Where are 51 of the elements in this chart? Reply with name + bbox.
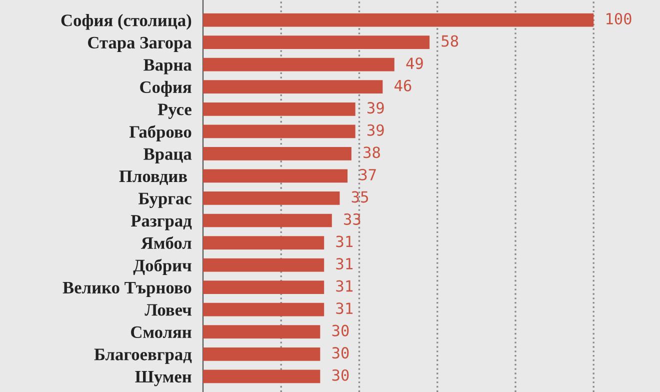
data-label: 31 — [336, 302, 353, 314]
bar — [203, 192, 340, 205]
data-label: 58 — [442, 35, 458, 47]
bar — [203, 280, 324, 294]
bar — [203, 347, 320, 361]
y-tick-label: Габрово — [129, 125, 192, 142]
bar — [203, 236, 324, 250]
data-label: 35 — [352, 191, 368, 203]
data-label: 30 — [332, 324, 349, 336]
bar — [203, 36, 430, 49]
y-tick-label: Ямбол — [140, 236, 192, 249]
bar — [203, 302, 324, 316]
y-tick-label: Шумен — [135, 371, 192, 386]
bar — [203, 102, 356, 116]
data-label: 49 — [406, 58, 423, 70]
data-label: 30 — [332, 369, 349, 381]
y-tick-label: Враца — [144, 148, 192, 164]
data-label: 46 — [394, 80, 412, 92]
bar — [203, 370, 320, 384]
bar — [203, 214, 332, 228]
y-tick-label: Смолян — [131, 326, 192, 338]
y-tick-label: Велико Търново — [62, 282, 192, 298]
y-tick-label: Бургас — [138, 192, 192, 208]
bar — [203, 13, 594, 27]
bar — [203, 169, 348, 183]
bar — [203, 325, 320, 339]
bar — [203, 58, 394, 72]
y-tick-label: Стара Загора — [88, 36, 192, 52]
data-label: 33 — [344, 213, 360, 225]
y-tick-label: Ловеч — [144, 304, 192, 316]
data-label: 39 — [367, 102, 384, 114]
y-tick-label: Благоевград — [94, 348, 192, 364]
data-label: 100 — [606, 12, 632, 25]
bar — [203, 124, 356, 138]
y-tick-label: Русе — [158, 104, 192, 119]
y-tick-label: Добрич — [133, 258, 192, 275]
data-label: 39 — [367, 124, 384, 136]
bar — [203, 258, 324, 272]
y-tick-label: Варна — [144, 59, 192, 74]
data-label: 31 — [336, 280, 353, 292]
y-tick-label: Разград — [130, 215, 192, 230]
data-label: 31 — [336, 236, 353, 248]
bar — [203, 147, 352, 160]
data-label: 38 — [364, 146, 380, 158]
bar — [203, 80, 383, 94]
data-label: 30 — [332, 347, 349, 359]
data-label: 37 — [360, 168, 376, 180]
y-tick-label: София — [140, 80, 192, 97]
data-label: 31 — [336, 258, 353, 270]
y-tick-label: Пловдив — [119, 170, 188, 185]
y-tick-label: София (столица) — [61, 14, 192, 30]
